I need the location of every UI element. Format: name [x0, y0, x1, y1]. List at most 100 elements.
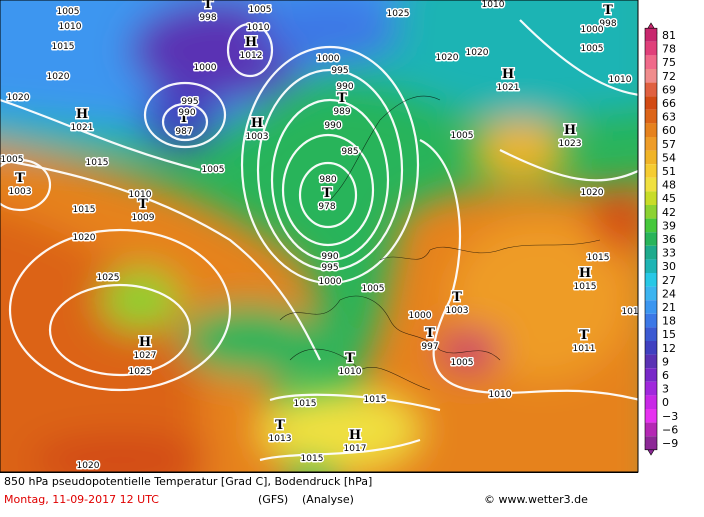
- isobar-label: 995: [321, 263, 338, 273]
- pressure-center-value: 997: [421, 342, 438, 352]
- pressure-center-symbol: H: [564, 123, 576, 138]
- scale-swatch: [645, 232, 657, 246]
- isobar-label: 995: [331, 66, 348, 76]
- scale-swatch: [645, 55, 657, 69]
- scale-label: 42: [662, 206, 676, 219]
- isobar-label: 1015: [73, 205, 96, 215]
- scale-label: 39: [662, 219, 676, 232]
- isobar-label: 1020: [466, 48, 489, 58]
- isobar-label: 1020: [47, 72, 70, 82]
- scale-swatch: [645, 123, 657, 137]
- isobar-lines: [0, 19, 638, 462]
- isobar-label: 1025: [387, 9, 410, 19]
- pressure-center-symbol: T: [15, 171, 25, 186]
- scale-swatch: [645, 422, 657, 437]
- isobar-label: 1000: [581, 25, 604, 35]
- scale-swatch: [645, 109, 657, 124]
- pressure-center-value: 989: [333, 107, 350, 117]
- scale-label: 81: [662, 29, 676, 42]
- isobar-label: 990: [336, 82, 353, 92]
- isobar-label: 995: [181, 97, 198, 107]
- pressure-center-value: 998: [199, 13, 216, 23]
- isobar-label: 1015: [587, 253, 610, 263]
- isobar-label: 1025: [97, 273, 120, 283]
- scale-swatch: [645, 313, 657, 328]
- pressure-center-value: 1012: [240, 51, 263, 61]
- pressure-center-value: 987: [175, 127, 192, 137]
- color-scale: 8178757269666360575451484542393633302724…: [644, 22, 678, 456]
- pressure-center-value: 1010: [339, 367, 362, 377]
- caption-title: 850 hPa pseudopotentielle Temperatur [Gr…: [4, 475, 372, 488]
- isobar-label: 990: [321, 252, 338, 262]
- scale-label: 3: [662, 383, 669, 396]
- scale-label: 30: [662, 260, 676, 273]
- scale-label: −3: [662, 410, 678, 423]
- scale-swatch: [645, 150, 657, 165]
- isobar-label: 1020: [73, 233, 96, 243]
- pressure-center-symbol: H: [349, 428, 361, 443]
- isobar-label: 1000: [194, 63, 217, 73]
- pressure-center-value: 1013: [269, 434, 292, 444]
- pressure-center-value: 1023: [559, 139, 582, 149]
- scale-frame: [644, 27, 658, 451]
- isobar-label: 1005: [57, 7, 80, 17]
- pressure-center-symbol: T: [579, 328, 589, 343]
- scale-swatch: [645, 205, 657, 219]
- pressure-center-symbol: T: [345, 351, 355, 366]
- pressure-center-value: 978: [318, 202, 335, 212]
- scale-label: −9: [662, 437, 678, 450]
- isobar-label: 101: [621, 307, 638, 317]
- scale-label: 54: [662, 151, 676, 164]
- pressure-center-symbol: T: [275, 418, 285, 433]
- pressure-center-value: 1021: [497, 83, 520, 93]
- map-field: [0, 0, 638, 472]
- isobar-label: 1005: [362, 284, 385, 294]
- scale-swatch: [645, 354, 657, 369]
- isobar-label: 1015: [301, 454, 324, 464]
- scale-swatch: [645, 191, 657, 205]
- scale-swatch: [645, 69, 657, 83]
- pressure-center-value: 1017: [344, 444, 367, 454]
- map-labels: T998H1012T987H1003T989T978H1021T1003T100…: [0, 0, 640, 473]
- pressure-center-symbol: H: [139, 335, 151, 350]
- isobar-label: 1010: [482, 0, 505, 10]
- pressure-center-symbol: H: [76, 107, 88, 122]
- isobar-label: 990: [324, 121, 341, 131]
- scale-swatch: [645, 327, 657, 341]
- scale-label: 9: [662, 355, 669, 368]
- pressure-center-symbol: T: [322, 186, 332, 201]
- isobar-label: 1005: [451, 358, 474, 368]
- scale-label: 60: [662, 124, 676, 137]
- pressure-center-value: 1011: [573, 344, 596, 354]
- pressure-center-symbol: T: [452, 290, 462, 305]
- pressure-center-value: 1027: [134, 351, 157, 361]
- pressure-center-symbol: H: [579, 266, 591, 281]
- isobar-label: 1005: [581, 44, 604, 54]
- scale-swatch: [645, 177, 657, 192]
- isobar-label: 1010: [609, 75, 632, 85]
- coastlines: [279, 95, 601, 391]
- scale-label: 12: [662, 342, 676, 355]
- scale-label: 63: [662, 111, 676, 124]
- isobar-label: 1015: [294, 399, 317, 409]
- pressure-center-symbol: T: [138, 197, 148, 212]
- scale-label: 24: [662, 287, 676, 300]
- pressure-center-symbol: T: [203, 0, 213, 12]
- scale-label: 36: [662, 233, 676, 246]
- pressure-center-value: 1003: [9, 187, 32, 197]
- scale-swatch: [645, 137, 657, 151]
- scale-swatch: [645, 300, 657, 314]
- isobar-label: 990: [178, 108, 195, 118]
- isobar-label: 1020: [581, 188, 604, 198]
- scale-swatch: [645, 409, 657, 423]
- pressure-center-value: 998: [599, 19, 616, 29]
- scale-swatch: [645, 82, 657, 97]
- isobar-label: 1000: [319, 277, 342, 287]
- isobar-label: 985: [341, 147, 358, 157]
- caption-date: Montag, 11-09-2017 12 UTC: [4, 493, 159, 506]
- scale-swatch: [645, 218, 657, 233]
- isobar-label: 1010: [129, 190, 152, 200]
- pressure-center-value: 1003: [446, 306, 469, 316]
- caption-model: (GFS): [258, 493, 288, 506]
